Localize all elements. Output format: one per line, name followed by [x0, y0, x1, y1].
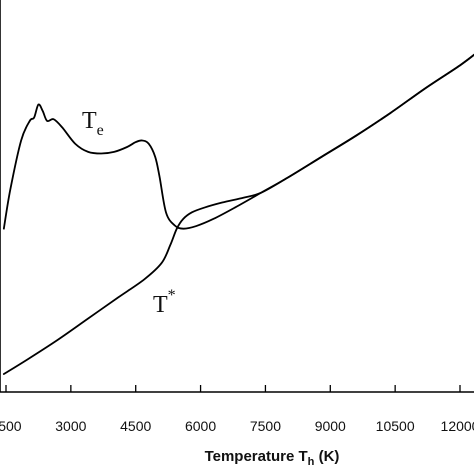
- series-label-te: Te: [82, 108, 104, 139]
- series-label-te-main: T: [82, 108, 97, 134]
- x-axis-ticks: [5, 385, 461, 392]
- series-label-tstar-superscript: *: [168, 287, 176, 304]
- series-line-tstar: [2, 53, 474, 375]
- x-tick-label-3000: 3000: [55, 418, 86, 434]
- series-label-tstar: T*: [153, 287, 176, 318]
- x-axis-title-unit: (K): [314, 448, 339, 465]
- x-tick-label-4500: 4500: [120, 418, 151, 434]
- x-axis-title-subscript: h: [308, 456, 315, 468]
- x-tick-label-1500: 1500: [0, 418, 22, 434]
- x-tick-label-10500: 10500: [376, 418, 415, 434]
- x-axis-title-main: Temperature T: [205, 448, 308, 465]
- series-line-te: [2, 53, 474, 230]
- x-tick-label-9000: 9000: [315, 418, 346, 434]
- x-tick-label-7500: 7500: [250, 418, 281, 434]
- x-axis-tick-labels: 1500 3000 4500 6000 7500 9000 10500 12000: [0, 418, 474, 434]
- x-tick-label-12000: 12000: [441, 418, 474, 434]
- x-tick-label-6000: 6000: [185, 418, 216, 434]
- series-label-te-subscript: e: [97, 122, 104, 139]
- x-axis-title: Temperature Th (K): [205, 448, 340, 468]
- series-label-tstar-main: T: [153, 292, 168, 318]
